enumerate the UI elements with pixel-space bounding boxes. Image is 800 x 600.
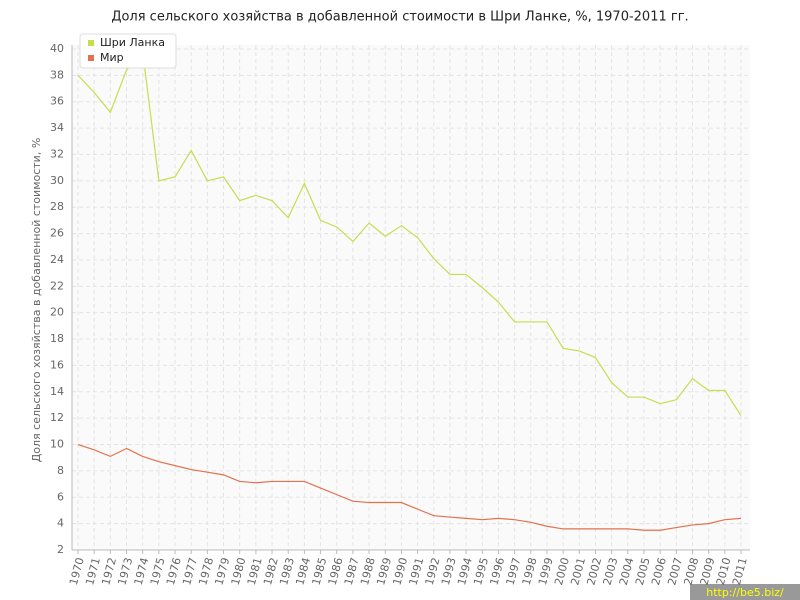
y-tick-label: 16 xyxy=(50,358,64,371)
legend-marker xyxy=(88,55,94,61)
legend: Шри Ланка Мир xyxy=(79,33,177,69)
y-tick-label: 10 xyxy=(50,438,64,451)
y-tick-label: 20 xyxy=(50,306,64,319)
y-tick-label: 34 xyxy=(50,121,64,134)
y-tick-label: 4 xyxy=(57,517,64,530)
y-tick-label: 8 xyxy=(57,464,64,477)
y-tick-label: 40 xyxy=(50,42,64,55)
series-line xyxy=(77,50,742,416)
y-tick-label: 38 xyxy=(50,68,64,81)
y-tick-label: 14 xyxy=(50,385,64,398)
legend-label: Шри Ланка xyxy=(100,36,165,49)
y-tick-label: 26 xyxy=(50,227,64,240)
series-line xyxy=(77,443,742,531)
y-tick-label: 36 xyxy=(50,95,64,108)
watermark: http://be5.biz/ xyxy=(706,586,784,599)
plot-area xyxy=(72,45,750,550)
y-tick-label: 2 xyxy=(57,543,64,556)
y-tick-label: 22 xyxy=(50,279,64,292)
legend-box xyxy=(79,33,177,69)
y-tick-label: 32 xyxy=(50,147,64,160)
legend-label: Мир xyxy=(100,51,124,64)
y-tick-label: 24 xyxy=(50,253,64,266)
y-tick-label: 28 xyxy=(50,200,64,213)
chart-title: Доля сельского хозяйства в добавленной с… xyxy=(111,10,688,25)
legend-marker xyxy=(88,40,94,46)
y-tick-label: 30 xyxy=(50,174,64,187)
watermark-box xyxy=(690,584,800,600)
y-tick-label: 12 xyxy=(50,411,64,424)
y-axis-label: Доля сельского хозяйства в добавленной с… xyxy=(30,138,43,463)
y-tick-label: 6 xyxy=(57,490,64,503)
y-tick-label: 18 xyxy=(50,332,64,345)
